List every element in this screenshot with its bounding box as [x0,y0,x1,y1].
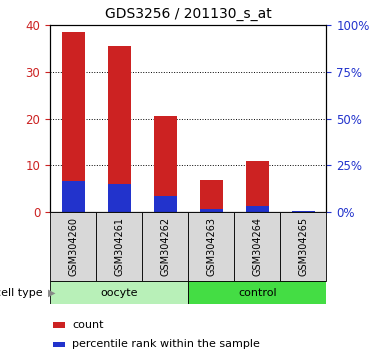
FancyBboxPatch shape [234,212,280,281]
Title: GDS3256 / 201130_s_at: GDS3256 / 201130_s_at [105,7,272,21]
Bar [200,179,223,212]
Text: cell type: cell type [0,288,46,298]
Text: count: count [72,320,104,330]
FancyBboxPatch shape [50,212,96,281]
Text: GSM304262: GSM304262 [160,217,170,276]
Text: GSM304265: GSM304265 [298,217,308,276]
FancyBboxPatch shape [188,212,234,281]
Bar [108,184,131,212]
FancyBboxPatch shape [188,281,326,304]
Text: GSM304264: GSM304264 [252,217,262,276]
Text: GSM304260: GSM304260 [68,217,78,276]
Bar [292,211,315,212]
Bar [246,161,269,212]
Text: GSM304261: GSM304261 [114,217,124,276]
Bar [246,206,269,212]
Bar [292,211,315,212]
Text: control: control [238,288,277,298]
Text: GSM304263: GSM304263 [206,217,216,276]
Bar [62,181,85,212]
FancyBboxPatch shape [50,281,188,304]
FancyBboxPatch shape [280,212,326,281]
Bar [154,195,177,212]
Text: ▶: ▶ [48,288,56,298]
Bar [53,322,65,328]
Text: percentile rank within the sample: percentile rank within the sample [72,339,260,349]
Bar [53,342,65,347]
FancyBboxPatch shape [96,212,142,281]
Bar [108,46,131,212]
Bar [62,32,85,212]
FancyBboxPatch shape [142,212,188,281]
Bar [154,116,177,212]
Bar [200,209,223,212]
Text: oocyte: oocyte [101,288,138,298]
